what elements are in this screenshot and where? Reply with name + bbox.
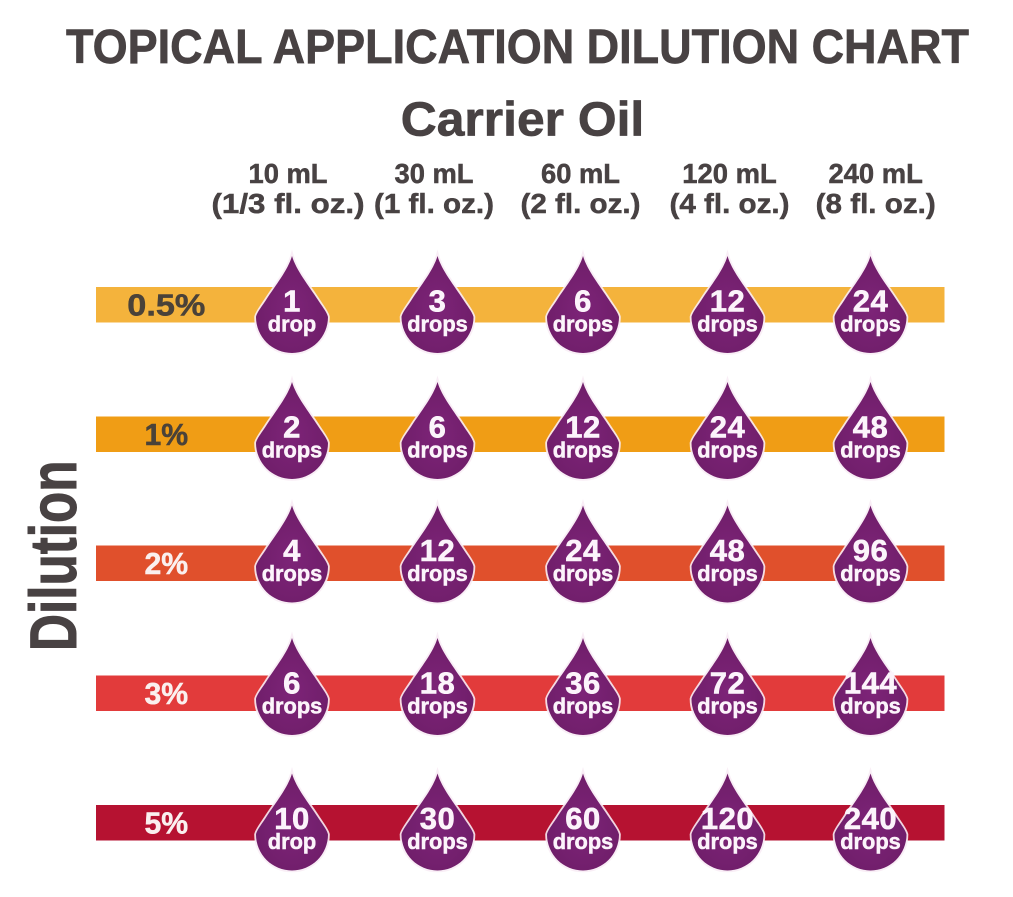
svg-text:12: 12: [420, 533, 455, 568]
svg-text:drops: drops: [840, 438, 901, 463]
svg-text:drops: drops: [840, 312, 901, 337]
svg-text:10: 10: [274, 801, 309, 836]
svg-text:drops: drops: [840, 561, 901, 586]
svg-text:drops: drops: [407, 829, 468, 854]
svg-text:96: 96: [853, 533, 888, 568]
svg-text:TOPICAL APPLICATION DILUTION C: TOPICAL APPLICATION DILUTION CHART: [66, 21, 969, 74]
svg-text:36: 36: [565, 666, 600, 701]
svg-text:drops: drops: [697, 438, 758, 463]
svg-text:Carrier Oil: Carrier Oil: [401, 92, 645, 146]
svg-text:4: 4: [283, 533, 301, 568]
svg-text:48: 48: [710, 533, 745, 568]
svg-text:drops: drops: [553, 438, 614, 463]
svg-text:120 mL: 120 mL: [682, 158, 777, 189]
svg-text:drops: drops: [553, 829, 614, 854]
svg-text:(4 fl. oz.): (4 fl. oz.): [670, 188, 790, 219]
svg-text:30: 30: [420, 801, 455, 836]
svg-text:10 mL: 10 mL: [249, 158, 328, 189]
svg-text:48: 48: [853, 410, 888, 445]
svg-text:drops: drops: [262, 694, 323, 719]
svg-text:12: 12: [565, 410, 600, 445]
svg-text:drop: drop: [268, 312, 316, 337]
svg-text:3: 3: [429, 284, 447, 319]
svg-text:60 mL: 60 mL: [541, 158, 620, 189]
svg-text:drops: drops: [697, 694, 758, 719]
svg-text:drops: drops: [697, 312, 758, 337]
svg-text:240: 240: [844, 801, 897, 836]
svg-text:1%: 1%: [144, 419, 188, 452]
svg-text:drops: drops: [553, 312, 614, 337]
svg-text:6: 6: [283, 666, 301, 701]
svg-text:60: 60: [565, 801, 600, 836]
svg-text:drops: drops: [407, 561, 468, 586]
svg-text:3%: 3%: [144, 678, 188, 711]
svg-text:120: 120: [701, 801, 754, 836]
svg-text:drops: drops: [840, 829, 901, 854]
svg-text:drop: drop: [268, 829, 316, 854]
svg-text:18: 18: [420, 666, 455, 701]
svg-text:1: 1: [283, 284, 301, 319]
svg-text:drops: drops: [407, 694, 468, 719]
svg-text:24: 24: [710, 410, 746, 445]
svg-text:drops: drops: [553, 694, 614, 719]
svg-text:30 mL: 30 mL: [395, 158, 474, 189]
svg-text:5%: 5%: [144, 808, 188, 841]
svg-text:(1/3 fl. oz.): (1/3 fl. oz.): [212, 188, 365, 219]
svg-text:12: 12: [710, 284, 745, 319]
svg-text:drops: drops: [697, 561, 758, 586]
svg-text:drops: drops: [262, 438, 323, 463]
svg-text:24: 24: [853, 284, 889, 319]
svg-text:drops: drops: [407, 312, 468, 337]
svg-text:2%: 2%: [144, 548, 188, 581]
svg-text:2: 2: [283, 410, 301, 445]
svg-text:6: 6: [429, 410, 447, 445]
svg-text:(1 fl. oz.): (1 fl. oz.): [374, 188, 494, 219]
svg-text:Dilution: Dilution: [16, 460, 90, 651]
svg-text:(2 fl. oz.): (2 fl. oz.): [521, 188, 641, 219]
svg-text:72: 72: [710, 666, 745, 701]
svg-text:drops: drops: [553, 561, 614, 586]
svg-text:6: 6: [574, 284, 592, 319]
svg-text:(8 fl. oz.): (8 fl. oz.): [816, 188, 936, 219]
svg-text:0.5%: 0.5%: [127, 290, 205, 323]
svg-text:24: 24: [565, 533, 601, 568]
svg-text:144: 144: [844, 666, 897, 701]
svg-text:drops: drops: [262, 561, 323, 586]
svg-text:drops: drops: [407, 438, 468, 463]
svg-text:drops: drops: [697, 829, 758, 854]
svg-text:drops: drops: [840, 694, 901, 719]
svg-text:240 mL: 240 mL: [828, 158, 923, 189]
